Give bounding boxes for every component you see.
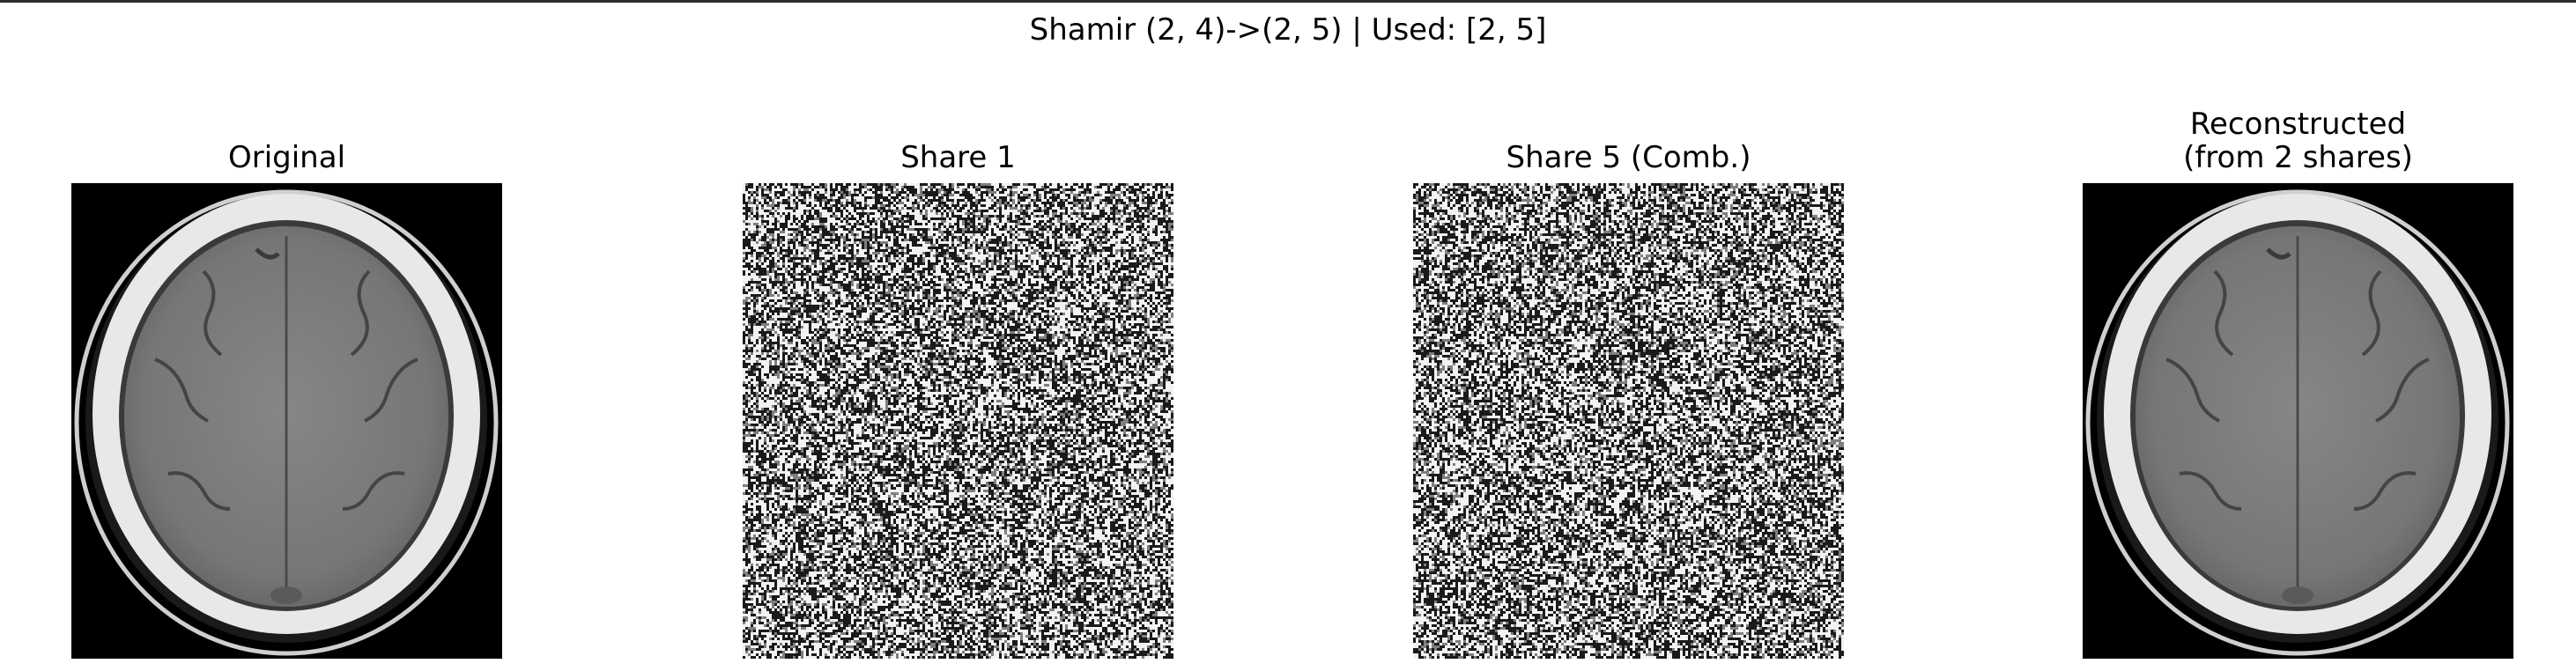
panel-title-original: Original bbox=[227, 140, 346, 175]
panel-reconstructed: Reconstructed (from 2 shares) bbox=[2083, 0, 2513, 671]
panel-title-reconstructed: Reconstructed (from 2 shares) bbox=[2183, 107, 2413, 175]
top-border bbox=[0, 0, 2576, 3]
share-1-image bbox=[743, 183, 1173, 659]
panel-original: Original bbox=[71, 0, 502, 671]
panel-title-share-1: Share 1 bbox=[900, 140, 1016, 175]
share-5-image bbox=[1413, 183, 1844, 659]
ct-scan-image bbox=[2083, 183, 2513, 659]
noise-image bbox=[1413, 183, 1844, 659]
original-image bbox=[71, 183, 502, 659]
figure-suptitle: Shamir (2, 4)->(2, 5) | Used: [2, 5] bbox=[1029, 12, 1547, 48]
noise-image bbox=[743, 183, 1173, 659]
ct-scan-image bbox=[71, 183, 502, 659]
panel-title-share-5: Share 5 (Comb.) bbox=[1506, 140, 1751, 175]
panel-share-1: Share 1 bbox=[743, 0, 1173, 671]
panel-share-5: Share 5 (Comb.) bbox=[1413, 0, 1844, 671]
reconstructed-image bbox=[2083, 183, 2513, 659]
